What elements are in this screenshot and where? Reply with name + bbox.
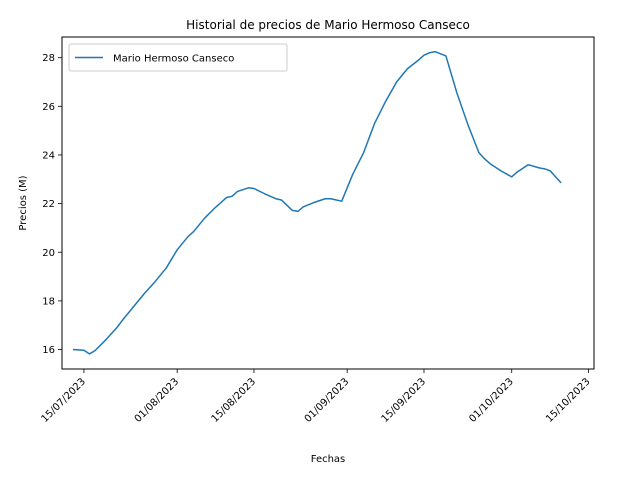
x-tick-label: 15/09/2023 <box>380 376 429 425</box>
x-tick-label: 01/09/2023 <box>303 376 352 425</box>
x-tick-label: 01/08/2023 <box>133 376 182 425</box>
series-layer <box>72 50 562 355</box>
y-tick-label: 24 <box>42 150 55 161</box>
y-tick-label: 16 <box>42 345 55 356</box>
x-tick-label: 15/10/2023 <box>544 376 593 425</box>
y-tick-label: 18 <box>42 296 55 307</box>
chart-title: Historial de precios de Mario Hermoso Ca… <box>186 18 470 32</box>
x-axis-label: Fechas <box>311 454 346 465</box>
y-tick-label: 20 <box>42 248 55 259</box>
y-tick-label: 26 <box>42 102 55 113</box>
x-axis-ticks: 15/07/2023 01/08/2023 15/08/2023 01/09/2023… <box>40 369 593 425</box>
y-tick-label: 28 <box>42 53 55 64</box>
x-tick-label: 15/08/2023 <box>210 376 259 425</box>
y-axis-label: Precios (M) <box>18 175 29 230</box>
legend-box <box>68 43 288 72</box>
legend-label: Mario Hermoso Canseco <box>113 54 234 65</box>
x-tick-label: 01/10/2023 <box>467 376 516 425</box>
y-tick-label: 22 <box>42 199 55 210</box>
series-line-0 <box>72 50 562 355</box>
legend: Mario Hermoso Canseco <box>68 43 288 72</box>
plot-frame <box>61 36 595 370</box>
plot-area <box>61 36 595 370</box>
y-axis-ticks: 16 18 20 22 24 26 28 <box>42 53 62 356</box>
x-tick-label: 15/07/2023 <box>40 376 89 425</box>
